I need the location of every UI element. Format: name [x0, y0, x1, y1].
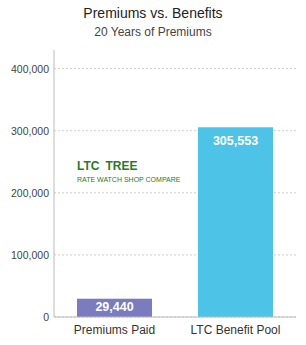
y-tick-label: 400,000: [11, 63, 49, 75]
y-tick-label: 100,000: [11, 249, 49, 261]
x-tick-label: Premiums Paid: [74, 323, 155, 337]
y-tick-label: 200,000: [11, 187, 49, 199]
chart: Premiums vs. Benefits 20 Years of Premium…: [0, 0, 306, 345]
y-tick-label: 300,000: [11, 125, 49, 137]
annotation: TREE: [105, 159, 137, 173]
grid-line: [54, 68, 296, 69]
grid: [54, 69, 296, 317]
bar: [198, 127, 273, 317]
annotation: RATE WATCH SHOP COMPARE: [77, 176, 181, 183]
data-label: 29,440: [95, 300, 133, 314]
x-tick-label: LTC Benefit Pool: [191, 323, 281, 337]
bar: [77, 299, 152, 317]
grid-line: [54, 317, 296, 318]
data-label: 305,553: [213, 134, 258, 148]
annotation: LTC: [77, 159, 100, 173]
subtitle: 20 Years of Premiums: [94, 25, 211, 39]
x-axis-line: [54, 317, 296, 318]
y-tick-label: 0: [43, 311, 49, 323]
title: Premiums vs. Benefits: [83, 5, 222, 21]
y-axis-line: [54, 50, 55, 317]
bars: [77, 127, 273, 317]
